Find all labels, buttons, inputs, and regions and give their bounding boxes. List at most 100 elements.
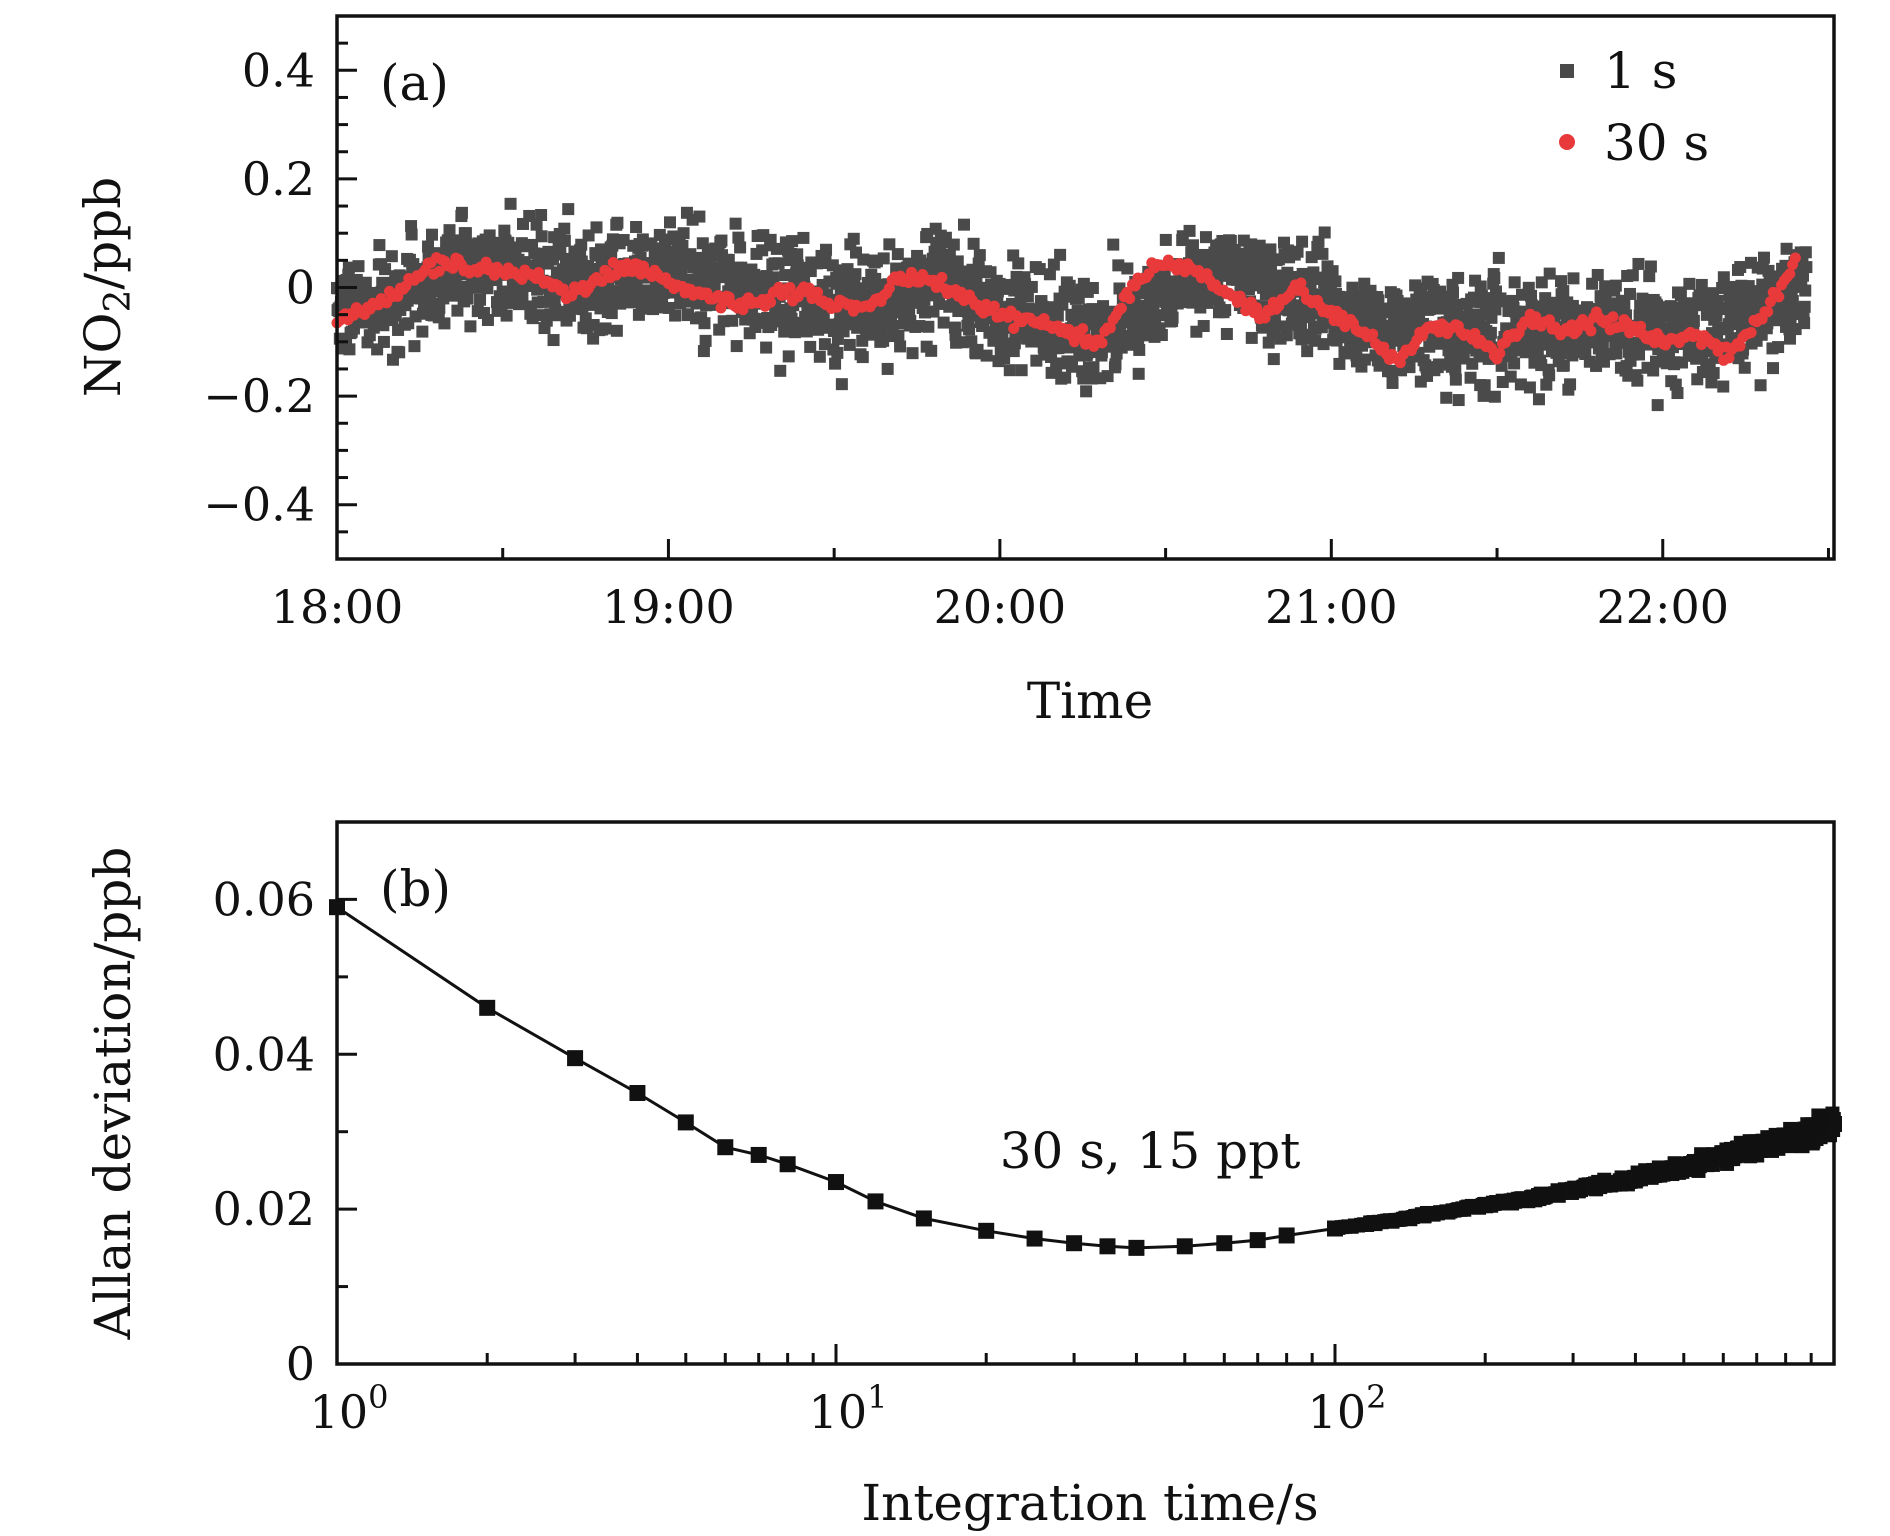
series-1s-point bbox=[883, 238, 896, 251]
series-1s-point bbox=[1133, 343, 1146, 356]
series-1s-point bbox=[489, 236, 502, 249]
series-1s-point bbox=[937, 316, 950, 329]
series-1s-point bbox=[1717, 271, 1730, 284]
allan-point bbox=[717, 1139, 734, 1156]
series-1s-point bbox=[352, 260, 365, 273]
series-1s-point bbox=[734, 241, 747, 254]
allan-point bbox=[1176, 1238, 1193, 1255]
series-30s-point bbox=[433, 265, 445, 277]
series-1s-point bbox=[1025, 280, 1038, 293]
series-1s-point bbox=[562, 203, 575, 216]
series-1s-point bbox=[438, 317, 451, 330]
series-1s-point bbox=[875, 325, 888, 338]
allan-point bbox=[867, 1193, 884, 1210]
panel-a-ytick-label: 0.2 bbox=[242, 152, 315, 206]
series-1s-point bbox=[786, 235, 799, 248]
series-1s-point bbox=[1707, 367, 1720, 380]
allan-point bbox=[978, 1222, 995, 1239]
series-1s-point bbox=[767, 271, 780, 284]
series-1s-point bbox=[1003, 364, 1016, 377]
series-1s-point bbox=[726, 314, 739, 327]
panel-a-xtick-label: 22:00 bbox=[1596, 580, 1729, 634]
series-1s-point bbox=[1326, 265, 1339, 278]
series-1s-point bbox=[1329, 275, 1342, 288]
legend-marker-1s bbox=[1560, 64, 1574, 78]
series-1s-point bbox=[1618, 298, 1631, 311]
series-30s-point bbox=[1734, 340, 1746, 352]
allan-point bbox=[1249, 1232, 1266, 1249]
series-1s-point bbox=[1564, 378, 1577, 391]
series-1s-point bbox=[1432, 358, 1445, 371]
series-30s-point bbox=[1295, 277, 1307, 289]
allan-point bbox=[1826, 1123, 1841, 1138]
series-1s-point bbox=[474, 293, 487, 306]
series-1s-point bbox=[1651, 399, 1664, 412]
panel-a-ylabel-tail: /ppb bbox=[74, 177, 132, 290]
allan-point bbox=[1099, 1238, 1116, 1255]
series-1s-point bbox=[1447, 286, 1460, 299]
series-1s-point bbox=[461, 292, 474, 305]
series-1s-point bbox=[831, 346, 844, 359]
allan-point bbox=[567, 1050, 584, 1067]
series-1s-point bbox=[1063, 279, 1076, 292]
series-1s-point bbox=[1540, 378, 1553, 391]
series-1s-point bbox=[1557, 359, 1570, 372]
series-1s-point bbox=[1199, 231, 1212, 244]
series-1s-point bbox=[1610, 347, 1623, 360]
series-1s-point bbox=[1452, 394, 1465, 407]
series-1s-point bbox=[1296, 235, 1309, 248]
series-1s-point bbox=[906, 347, 919, 360]
series-1s-point bbox=[1671, 387, 1684, 400]
series-1s-point bbox=[1557, 285, 1570, 298]
series-1s-point bbox=[653, 228, 666, 241]
series-1s-point bbox=[1268, 322, 1281, 335]
allan-point bbox=[915, 1210, 932, 1227]
allan-point bbox=[329, 899, 345, 916]
series-1s-point bbox=[774, 364, 787, 377]
series-1s-point bbox=[1220, 327, 1233, 340]
series-1s-point bbox=[1280, 329, 1293, 342]
allan-point bbox=[479, 999, 496, 1016]
panel-b-noise-markers bbox=[1328, 1106, 1841, 1237]
series-1s-point bbox=[1780, 242, 1793, 255]
series-1s-point bbox=[697, 345, 710, 358]
series-30s-point bbox=[1077, 323, 1089, 335]
series-1s-point bbox=[1543, 267, 1556, 280]
panel-b-xtick-base: 10 bbox=[1308, 1385, 1367, 1439]
series-30s-point bbox=[596, 275, 608, 287]
series-1s-point bbox=[535, 230, 548, 243]
series-1s-point bbox=[679, 295, 692, 308]
series-1s-point bbox=[481, 313, 494, 326]
series-1s-point bbox=[1488, 272, 1501, 285]
panel-a-ticks bbox=[335, 14, 1830, 561]
panel-b-annotation: 30 s, 15 ppt bbox=[1000, 1122, 1301, 1180]
series-1s-point bbox=[677, 249, 690, 262]
series-1s-point bbox=[973, 249, 986, 262]
series-30s-point bbox=[988, 300, 1000, 312]
series-1s-point bbox=[379, 263, 392, 276]
panel-a-points bbox=[331, 197, 1813, 412]
series-1s-point bbox=[385, 250, 398, 263]
series-1s-point bbox=[1599, 280, 1612, 293]
series-1s-point bbox=[1504, 370, 1517, 383]
series-1s-point bbox=[971, 343, 984, 356]
series-1s-point bbox=[913, 320, 926, 333]
series-1s-point bbox=[576, 303, 589, 316]
series-1s-point bbox=[459, 227, 472, 240]
series-1s-point bbox=[1783, 332, 1796, 345]
series-1s-point bbox=[1186, 239, 1199, 252]
allan-point bbox=[629, 1085, 646, 1101]
series-1s-point bbox=[1012, 257, 1025, 270]
panel-b-xtick-exponent: 2 bbox=[1366, 1378, 1386, 1416]
series-1s-point bbox=[558, 234, 571, 247]
series-1s-point bbox=[504, 197, 517, 210]
series-1s-point bbox=[669, 309, 682, 322]
series-1s-point bbox=[1301, 345, 1314, 358]
series-1s-point bbox=[770, 242, 783, 255]
series-1s-point bbox=[1477, 389, 1490, 402]
series-1s-point bbox=[1305, 251, 1318, 264]
series-1s-point bbox=[443, 224, 456, 237]
series-1s-point bbox=[1166, 311, 1179, 324]
series-30s-point bbox=[1124, 293, 1136, 305]
series-1s-point bbox=[1591, 268, 1604, 281]
